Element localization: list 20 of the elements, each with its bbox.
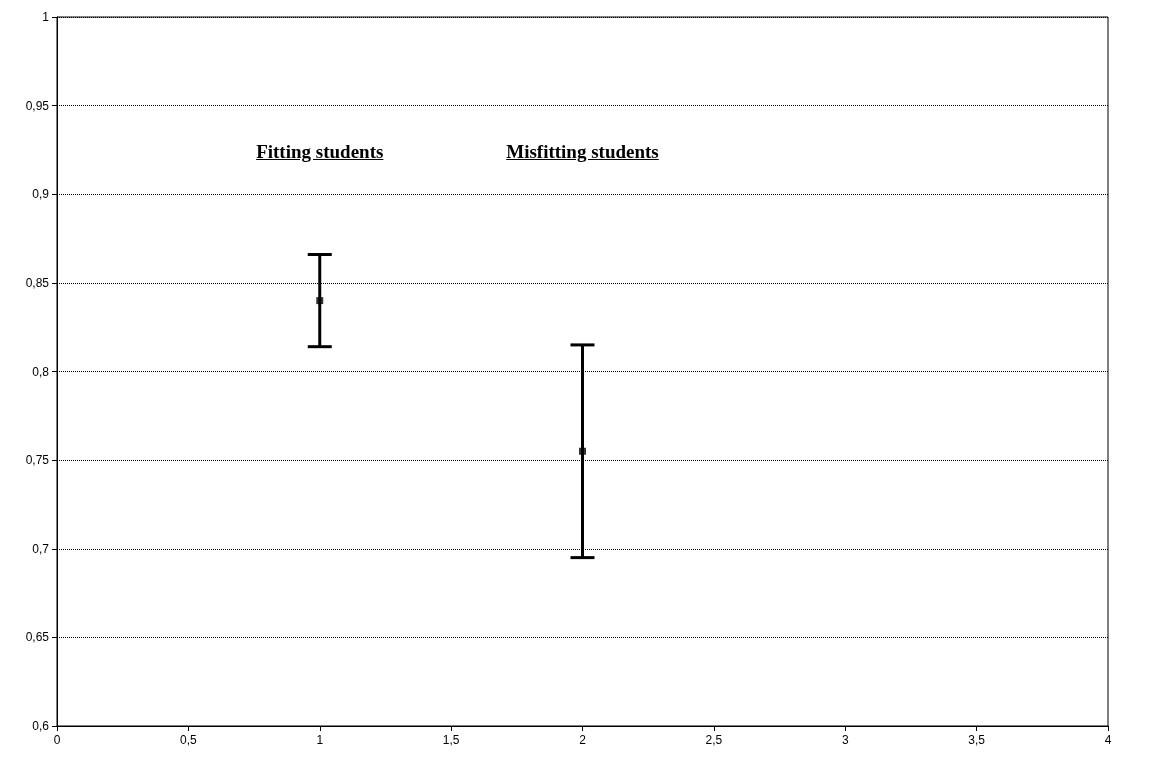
y-tick-label: 0,95	[25, 98, 50, 113]
x-tick-label: 0,5	[180, 733, 198, 747]
x-tick-label: 1	[316, 733, 324, 747]
y-tick-label: 0,9	[32, 187, 50, 202]
x-tick-label: 1,5	[442, 733, 460, 747]
x-tick-label: 4	[1104, 733, 1112, 747]
x-tick-label: 2	[579, 733, 587, 747]
y-tick-label: 0,8	[32, 364, 50, 379]
x-tick-label: 3	[841, 733, 849, 747]
annotation: Fitting students	[256, 140, 384, 163]
x-tick-label: 0	[53, 733, 61, 747]
x-tick-label: 2,5	[705, 733, 723, 747]
y-tick-label: 0,75	[25, 453, 50, 468]
y-tick-label: 0,6	[32, 719, 50, 733]
y-tick-label: 0,85	[25, 275, 50, 290]
y-tick-label: 0,7	[32, 541, 50, 556]
annotation: Misfitting students	[506, 140, 659, 163]
y-tick-label: 1	[42, 10, 50, 24]
x-tick-label: 3,5	[968, 733, 986, 747]
y-tick-label: 0,65	[25, 630, 50, 645]
